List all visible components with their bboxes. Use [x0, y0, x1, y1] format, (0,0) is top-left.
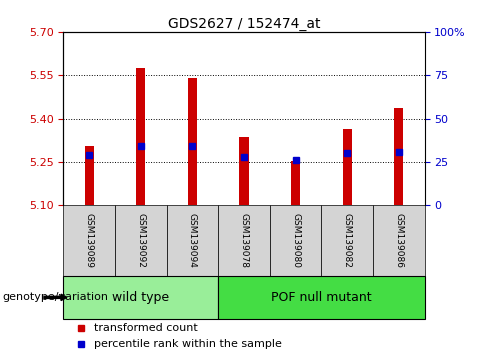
- Text: GSM139086: GSM139086: [394, 213, 403, 268]
- Bar: [322, 205, 373, 276]
- Bar: [343, 129, 352, 205]
- Text: POF null mutant: POF null mutant: [271, 291, 372, 304]
- Text: percentile rank within the sample: percentile rank within the sample: [94, 339, 282, 349]
- Bar: [270, 205, 322, 276]
- Text: GSM139089: GSM139089: [85, 213, 94, 268]
- Bar: [291, 160, 300, 205]
- Text: wild type: wild type: [112, 291, 169, 304]
- Bar: [218, 205, 270, 276]
- Text: GSM139082: GSM139082: [343, 213, 352, 268]
- Text: GSM139078: GSM139078: [240, 213, 248, 268]
- Text: GSM139092: GSM139092: [136, 213, 145, 268]
- Text: GSM139080: GSM139080: [291, 213, 300, 268]
- Bar: [373, 205, 425, 276]
- Text: transformed count: transformed count: [94, 323, 198, 333]
- Bar: [239, 137, 249, 205]
- Bar: [63, 205, 115, 276]
- Title: GDS2627 / 152474_at: GDS2627 / 152474_at: [168, 17, 320, 31]
- Bar: [188, 78, 197, 205]
- Bar: [394, 108, 404, 205]
- Bar: [84, 146, 94, 205]
- Bar: [136, 68, 145, 205]
- Text: GSM139094: GSM139094: [188, 213, 197, 268]
- Bar: [218, 276, 425, 319]
- Bar: [166, 205, 218, 276]
- Bar: [63, 276, 218, 319]
- Text: genotype/variation: genotype/variation: [2, 292, 108, 302]
- Bar: [115, 205, 166, 276]
